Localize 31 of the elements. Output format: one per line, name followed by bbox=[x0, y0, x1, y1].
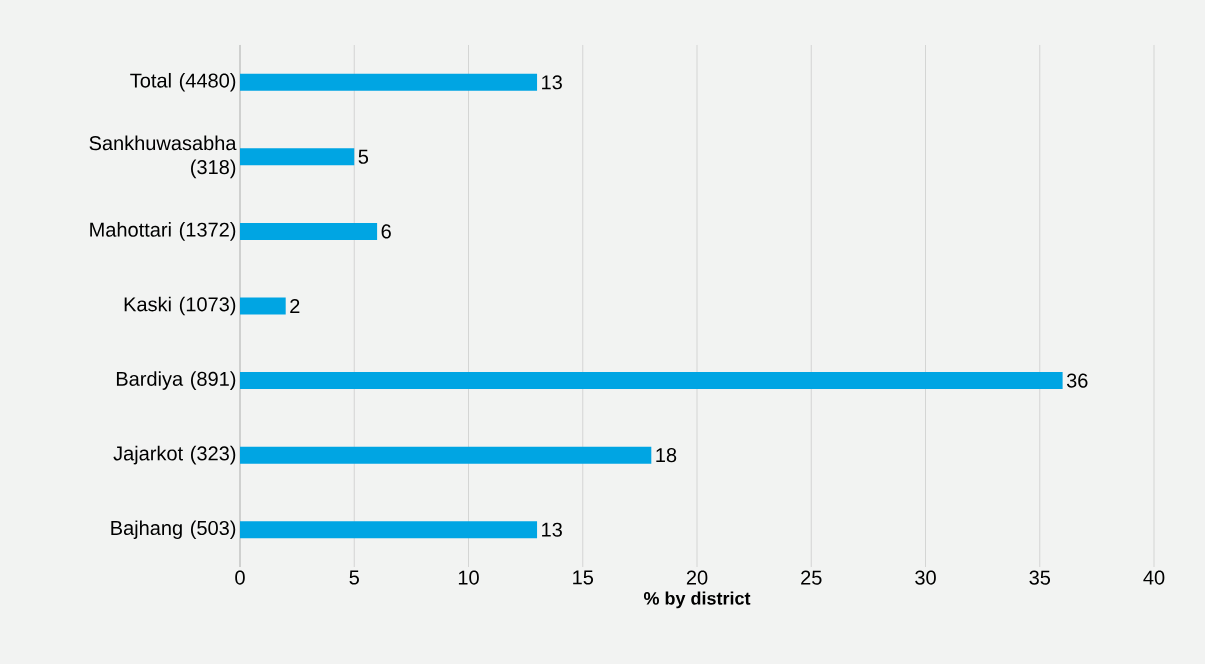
bar bbox=[240, 521, 538, 539]
bar bbox=[240, 372, 1063, 390]
x-tick-label: 5 bbox=[349, 570, 359, 585]
y-tick-label: Jajarkot (323) bbox=[113, 445, 236, 465]
data-label: 5 bbox=[358, 149, 369, 164]
y-tick-label: Kaski (1073) bbox=[124, 296, 236, 316]
data-label: 36 bbox=[1066, 373, 1088, 388]
x-axis-title: % by district bbox=[643, 591, 751, 609]
y-tick-label: Mahottari (1372) bbox=[90, 222, 236, 241]
y-tick-label: Total (4480) bbox=[130, 72, 236, 92]
x-tick-label: 20 bbox=[686, 570, 708, 585]
x-tick-label: 10 bbox=[458, 570, 479, 585]
x-tick-label: 25 bbox=[801, 570, 822, 585]
x-tick-label: 15 bbox=[573, 570, 594, 585]
y-tick-label: Bajhang (503) bbox=[111, 520, 236, 540]
bar bbox=[240, 73, 538, 91]
x-tick-label: 35 bbox=[1029, 570, 1051, 585]
bar bbox=[240, 222, 378, 240]
data-label: 6 bbox=[381, 224, 391, 239]
data-label: 18 bbox=[656, 448, 677, 463]
x-tick-label: 30 bbox=[915, 570, 936, 585]
data-label: 13 bbox=[542, 522, 562, 537]
bar bbox=[240, 446, 652, 464]
data-label: 2 bbox=[290, 299, 300, 313]
x-tick-label: 40 bbox=[1143, 570, 1165, 585]
bar bbox=[240, 148, 355, 166]
bar bbox=[240, 297, 286, 315]
y-tick-label: Bardiya (891) bbox=[116, 371, 236, 390]
data-label: 13 bbox=[542, 75, 562, 90]
x-tick-label: 0 bbox=[235, 570, 245, 585]
y-tick-label: Sankhuwasabha (318) bbox=[89, 135, 237, 179]
